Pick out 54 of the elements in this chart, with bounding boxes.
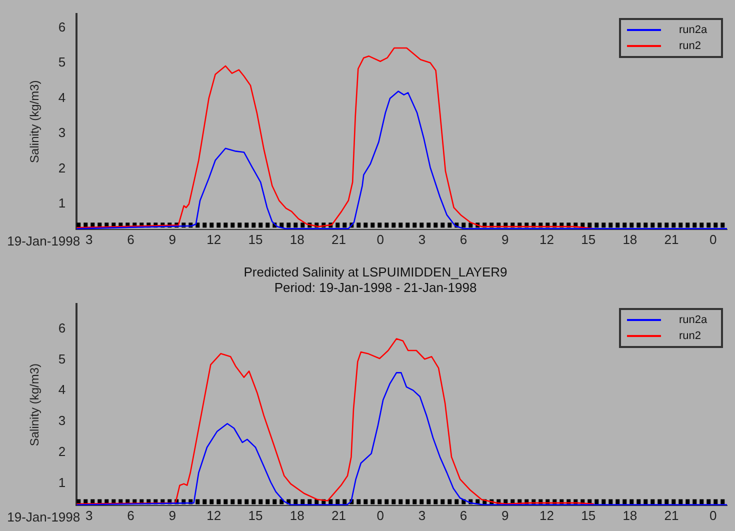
- chart-title: Predicted Salinity at LSPUIMIDDEN_LAYER9: [244, 264, 508, 280]
- y-tick-label: 5: [58, 351, 66, 366]
- x-tick-label: 9: [168, 232, 176, 247]
- text: 19-Jan-1998: [7, 509, 80, 524]
- y-tick-label: 5: [58, 54, 66, 70]
- x-tick-label: 3: [85, 232, 93, 247]
- x-tick-label: 3: [418, 232, 426, 247]
- x-tick-label: 15: [248, 508, 263, 523]
- x-tick-label: 21: [664, 232, 679, 247]
- x-tick-label: 21: [664, 508, 679, 523]
- x-tick-label: 12: [206, 508, 222, 523]
- x-tick-label: 15: [248, 232, 263, 247]
- x-tick-label: 21: [331, 508, 346, 523]
- x-tick-label: 12: [539, 232, 554, 247]
- chart-subtitle: Period: 19-Jan-1998 - 21-Jan-1998: [274, 280, 477, 295]
- x-tick-label: 18: [622, 508, 638, 523]
- x-tick-label: 6: [460, 508, 468, 523]
- y-tick-label: 1: [58, 196, 66, 211]
- x-tick-label: 18: [622, 232, 638, 247]
- x-tick-label: 0: [710, 232, 717, 247]
- x-tick-label: 9: [168, 508, 176, 523]
- x-tick-label: 0: [376, 508, 384, 523]
- x-tick-label: 0: [376, 232, 384, 247]
- x-tick-label: 3: [418, 508, 426, 523]
- x-tick-label: 6: [127, 232, 134, 247]
- y-tick-label: 2: [58, 160, 66, 176]
- y-tick-label: 4: [58, 382, 66, 398]
- text: 19-Jan-1998: [7, 233, 80, 248]
- legend-label: run2: [679, 330, 702, 342]
- y-axis-title: Salinity (kg/m3): [28, 363, 42, 446]
- x-tick-label: 3: [85, 508, 93, 523]
- x-tick-label: 18: [290, 232, 304, 247]
- x-tick-label: 12: [206, 232, 222, 247]
- x-tick-label: 9: [502, 508, 509, 523]
- x-tick-label: 6: [460, 232, 468, 247]
- x-tick-label: 6: [127, 508, 134, 523]
- y-tick-label: 6: [58, 19, 66, 34]
- legend-label: run2a: [679, 24, 708, 36]
- y-tick-label: 2: [58, 444, 66, 459]
- x-tick-label: 12: [539, 508, 554, 523]
- x-tick-label: 9: [502, 232, 509, 247]
- y-tick-label: 1: [58, 474, 66, 490]
- x-tick-label: 15: [581, 232, 596, 247]
- y-tick-label: 6: [58, 320, 66, 336]
- y-axis-title: Salinity (kg/m3): [28, 80, 42, 163]
- x-tick-label: 21: [331, 232, 346, 247]
- y-tick-label: 3: [58, 413, 66, 428]
- legend-label: run2a: [679, 314, 708, 326]
- legend-label: run2: [679, 40, 702, 52]
- x-tick-label: 15: [581, 508, 596, 523]
- x-tick-label: 18: [290, 508, 304, 523]
- y-tick-label: 4: [58, 90, 66, 105]
- x-tick-label: 0: [710, 508, 717, 523]
- y-tick-label: 3: [58, 125, 66, 140]
